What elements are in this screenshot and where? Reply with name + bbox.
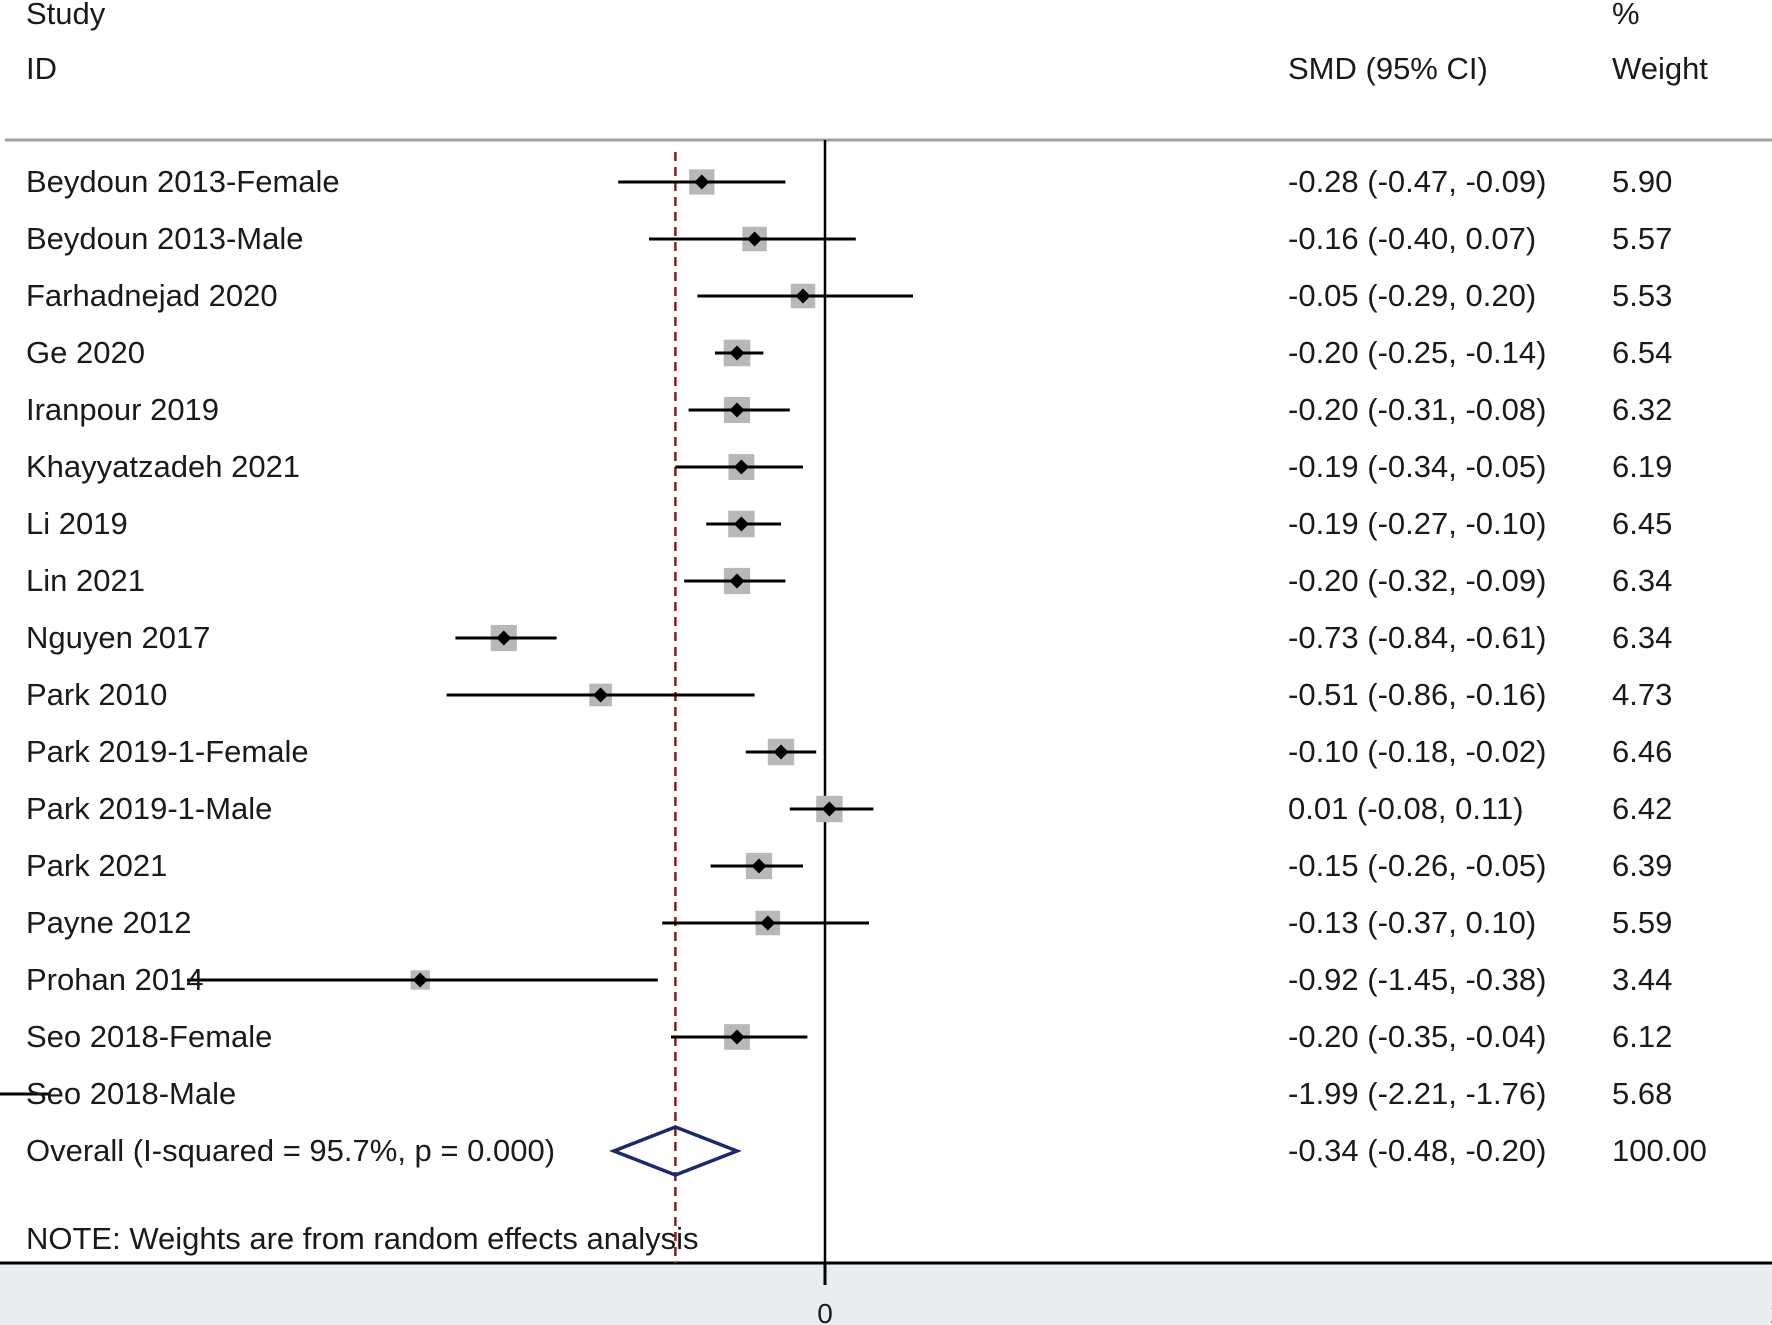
- study-point: [729, 402, 745, 418]
- study-smd-ci: -0.73 (-0.84, -0.61): [1288, 620, 1547, 655]
- study-point: [729, 345, 745, 361]
- study-label: Park 2019-1-Female: [26, 734, 309, 769]
- study-point: [729, 1029, 745, 1045]
- study-smd-ci: -1.99 (-2.21, -1.76): [1288, 1076, 1547, 1111]
- study-label: Lin 2021: [26, 563, 145, 598]
- study-weight: 6.45: [1612, 506, 1673, 541]
- study-point: [795, 288, 811, 304]
- study-weight: 6.54: [1612, 335, 1673, 370]
- header-id: ID: [26, 51, 57, 86]
- study-smd-ci: -0.16 (-0.40, 0.07): [1288, 221, 1537, 256]
- footnote: NOTE: Weights are from random effects an…: [26, 1221, 699, 1256]
- overall-weight: 100.00: [1612, 1133, 1707, 1168]
- study-label: Park 2021: [26, 848, 168, 883]
- study-weight: 6.42: [1612, 791, 1673, 826]
- study-point: [496, 630, 512, 646]
- study-weight: 3.44: [1612, 962, 1673, 997]
- study-smd-ci: -0.19 (-0.34, -0.05): [1288, 449, 1547, 484]
- header-smd-ci: SMD (95% CI): [1288, 51, 1488, 86]
- study-weight: 5.57: [1612, 221, 1673, 256]
- x-tick-label: 0: [817, 1298, 833, 1325]
- study-smd-ci: -0.10 (-0.18, -0.02): [1288, 734, 1547, 769]
- study-label: Li 2019: [26, 506, 128, 541]
- study-smd-ci: -0.20 (-0.35, -0.04): [1288, 1019, 1547, 1054]
- study-label: Farhadnejad 2020: [26, 278, 278, 313]
- study-point: [760, 915, 776, 931]
- study-smd-ci: 0.01 (-0.08, 0.11): [1288, 791, 1524, 826]
- study-weight: 4.73: [1612, 677, 1673, 712]
- study-weight: 5.90: [1612, 164, 1673, 199]
- study-point: [821, 801, 837, 817]
- study-label: Khayyatzadeh 2021: [26, 449, 301, 484]
- x-tick-label: 2.21: [1770, 1298, 1772, 1325]
- study-label: Nguyen 2017: [26, 620, 211, 655]
- bottom-axis-band: [0, 1263, 1772, 1325]
- study-smd-ci: -0.20 (-0.25, -0.14): [1288, 335, 1547, 370]
- study-point: [773, 744, 789, 760]
- study-point: [733, 516, 749, 532]
- study-smd-ci: -0.51 (-0.86, -0.16): [1288, 677, 1547, 712]
- study-label: Park 2019-1-Male: [26, 791, 273, 826]
- study-label: Beydoun 2013-Male: [26, 221, 304, 256]
- study-smd-ci: -0.15 (-0.26, -0.05): [1288, 848, 1547, 883]
- study-smd-ci: -0.20 (-0.32, -0.09): [1288, 563, 1547, 598]
- study-weight: 5.68: [1612, 1076, 1673, 1111]
- header-study: Study: [26, 0, 106, 31]
- study-weight: 6.39: [1612, 848, 1673, 883]
- overall-smd-ci: -0.34 (-0.48, -0.20): [1288, 1133, 1547, 1168]
- study-point: [412, 972, 428, 988]
- study-weight: 6.32: [1612, 392, 1673, 427]
- study-label: Ge 2020: [26, 335, 145, 370]
- study-point: [593, 687, 609, 703]
- study-weight: 6.34: [1612, 563, 1673, 598]
- study-weight: 6.19: [1612, 449, 1673, 484]
- study-label: Beydoun 2013-Female: [26, 164, 340, 199]
- study-smd-ci: -0.92 (-1.45, -0.38): [1288, 962, 1547, 997]
- study-weight: 6.34: [1612, 620, 1673, 655]
- study-smd-ci: -0.28 (-0.47, -0.09): [1288, 164, 1547, 199]
- study-point: [729, 573, 745, 589]
- header-weight: Weight: [1612, 51, 1708, 86]
- study-label: Seo 2018-Male: [26, 1076, 237, 1111]
- overall-label: Overall (I-squared = 95.7%, p = 0.000): [26, 1133, 556, 1168]
- study-point: [733, 459, 749, 475]
- study-point: [751, 858, 767, 874]
- study-smd-ci: -0.13 (-0.37, 0.10): [1288, 905, 1537, 940]
- study-smd-ci: -0.19 (-0.27, -0.10): [1288, 506, 1547, 541]
- study-label: Seo 2018-Female: [26, 1019, 273, 1054]
- study-smd-ci: -0.20 (-0.31, -0.08): [1288, 392, 1547, 427]
- overall-diamond: [608, 1125, 742, 1177]
- study-label: Payne 2012: [26, 905, 192, 940]
- study-label: Park 2010: [26, 677, 168, 712]
- study-point: [694, 174, 710, 190]
- study-point: [747, 231, 763, 247]
- header-percent: %: [1612, 0, 1640, 31]
- study-weight: 6.46: [1612, 734, 1673, 769]
- study-label: Iranpour 2019: [26, 392, 220, 427]
- study-weight: 5.53: [1612, 278, 1673, 313]
- study-label: Prohan 2014: [26, 962, 204, 997]
- study-weight: 6.12: [1612, 1019, 1673, 1054]
- study-weight: 5.59: [1612, 905, 1673, 940]
- study-smd-ci: -0.05 (-0.29, 0.20): [1288, 278, 1537, 313]
